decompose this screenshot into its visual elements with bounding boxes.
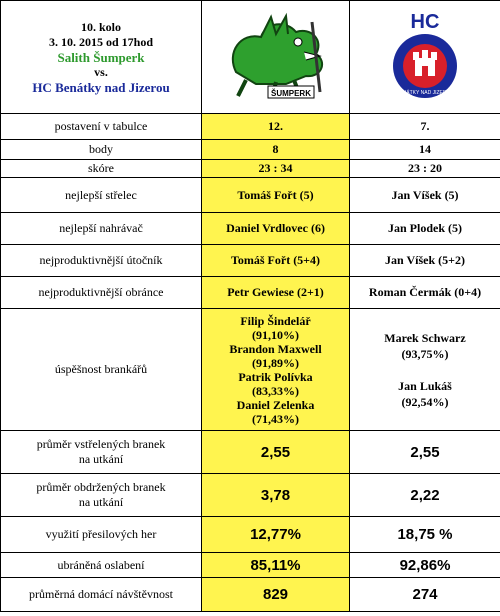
home-logo-cell: ŠUMPERK — [201, 0, 350, 114]
goalie-pct: (91,89%) — [252, 355, 299, 370]
stat-row: ubráněná oslabení 85,11% 92,86% — [0, 552, 500, 578]
row-label: nejlepší střelec — [0, 177, 202, 213]
away-value: 92,86% — [349, 552, 500, 578]
goalie-name: Brandon Maxwell — [229, 341, 322, 356]
stat-row: nejlepší střelec Tomáš Fořt (5) Jan Víše… — [0, 177, 500, 213]
goalie-name: Filip Šindelář — [240, 313, 311, 328]
home-value: Petr Gewiese (2+1) — [201, 276, 350, 309]
row-label: průměrná domácí návštěvnost — [0, 577, 202, 612]
goalie-name: Patrik Polívka — [238, 369, 313, 384]
away-value: 274 — [349, 577, 500, 612]
home-logo-text: ŠUMPERK — [270, 89, 310, 98]
away-value: 18,75 % — [349, 516, 500, 553]
away-value: 2,22 — [349, 473, 500, 517]
row-label: body — [0, 139, 202, 160]
goalie-name: Jan Lukáš — [398, 378, 452, 393]
goalie-name: Daniel Zelenka — [236, 397, 315, 412]
away-value: 23 : 20 — [349, 159, 500, 178]
row-label: nejproduktivnější obránce — [0, 276, 202, 309]
row-label: průměr vstřelených branek na utkání — [0, 430, 202, 474]
goalies-row: úspěšnost brankářů Filip Šindelář (91,10… — [0, 308, 500, 431]
away-value: 7. — [349, 113, 500, 140]
row-label: ubráněná oslabení — [0, 552, 202, 578]
round: 10. kolo — [80, 19, 121, 34]
stat-row: skóre 23 : 34 23 : 20 — [0, 159, 500, 178]
stat-row: průměrná domácí návštěvnost 829 274 — [0, 577, 500, 612]
stat-row: průměr obdržených branek na utkání 3,78 2… — [0, 473, 500, 517]
row-label: nejproduktivnější útočník — [0, 244, 202, 277]
away-logo-ring-text: BENÁTKY NAD JIZEROU — [396, 89, 454, 96]
match-info: 10. kolo 3. 10. 2015 od 17hod Salith Šum… — [0, 0, 202, 114]
away-logo-text: HC — [411, 11, 440, 33]
match-date: 3. 10. 2015 od 17hod — [48, 34, 154, 49]
goalie-pct: (91,10%) — [252, 327, 299, 342]
home-goalies: Filip Šindelář (91,10%) Brandon Maxwell … — [201, 308, 350, 431]
away-value: Roman Čermák (0+4) — [349, 276, 500, 309]
home-value: Tomáš Fořt (5+4) — [201, 244, 350, 277]
row-label: průměr obdržených branek na utkání — [0, 473, 202, 517]
stat-row: nejproduktivnější útočník Tomáš Fořt (5+… — [0, 244, 500, 277]
away-goalies: Marek Schwarz (93,75%) Jan Lukáš (92,54%… — [349, 308, 500, 431]
row-label: úspěšnost brankářů — [0, 308, 202, 431]
goalie-pct: (71,43%) — [252, 411, 299, 426]
home-team-name: Salith Šumperk — [57, 49, 145, 65]
stat-row: nejproduktivnější obránce Petr Gewiese (… — [0, 276, 500, 309]
header-row: 10. kolo 3. 10. 2015 od 17hod Salith Šum… — [0, 0, 500, 114]
stat-row: body 8 14 — [0, 139, 500, 160]
away-team-name: HC Benátky nad Jizerou — [32, 79, 170, 95]
row-label: skóre — [0, 159, 202, 178]
home-value: 3,78 — [201, 473, 350, 517]
home-value: 23 : 34 — [201, 159, 350, 178]
home-value: 12. — [201, 113, 350, 140]
row-label: postavení v tabulce — [0, 113, 202, 140]
goalie-pct: (83,33%) — [252, 383, 299, 398]
away-team-logo: HC BENÁTKY NAD JIZEROU — [393, 11, 457, 98]
home-team-logo: ŠUMPERK — [231, 12, 323, 99]
home-value: 829 — [201, 577, 350, 612]
away-value: 2,55 — [349, 430, 500, 474]
away-logo-cell: HC BENÁTKY NAD JIZEROU — [349, 0, 500, 114]
goalie-pct: (93,75%) — [401, 346, 449, 361]
home-value: 12,77% — [201, 516, 350, 553]
away-value: Jan Víšek (5+2) — [349, 244, 500, 277]
stat-row: nejlepší nahrávač Daniel Vrdlovec (6) Ja… — [0, 212, 500, 245]
row-label: nejlepší nahrávač — [0, 212, 202, 245]
stat-row: postavení v tabulce 12. 7. — [0, 113, 500, 140]
stat-row: využití přesilových her 12,77% 18,75 % — [0, 516, 500, 553]
home-value: 2,55 — [201, 430, 350, 474]
goalie-pct: (92,54%) — [401, 394, 449, 409]
versus: vs. — [94, 64, 108, 79]
stat-row: průměr vstřelených branek na utkání 2,55 … — [0, 430, 500, 474]
away-value: Jan Plodek (5) — [349, 212, 500, 245]
home-value: Daniel Vrdlovec (6) — [201, 212, 350, 245]
row-label: využití přesilových her — [0, 516, 202, 553]
away-value: Jan Víšek (5) — [349, 177, 500, 213]
home-value: Tomáš Fořt (5) — [201, 177, 350, 213]
home-value: 85,11% — [201, 552, 350, 578]
goalie-name: Marek Schwarz — [384, 330, 466, 345]
away-value: 14 — [349, 139, 500, 160]
home-value: 8 — [201, 139, 350, 160]
